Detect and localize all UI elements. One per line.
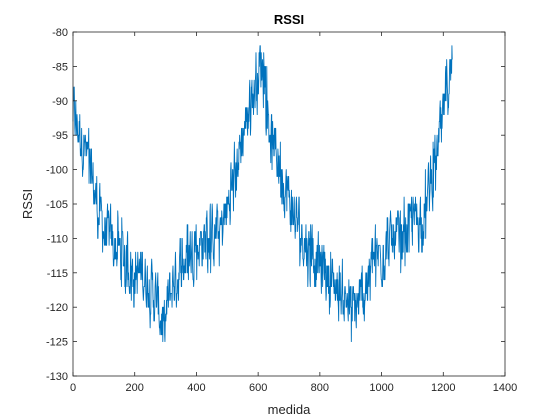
x-tick-label: 1200 bbox=[431, 382, 455, 394]
y-tick-label: -80 bbox=[52, 27, 68, 39]
plot-area bbox=[73, 32, 505, 376]
x-tick-label: 400 bbox=[187, 382, 205, 394]
x-axis-label: medida bbox=[268, 402, 311, 417]
y-tick-label: -125 bbox=[46, 337, 68, 349]
chart-title: RSSI bbox=[274, 12, 304, 27]
series-layer bbox=[72, 45, 453, 343]
y-axis: -130 -125 -120 -115 -110 -105 -100 -95 -90 -85 -80 bbox=[46, 27, 505, 383]
y-tick-label: -115 bbox=[47, 268, 68, 280]
x-tick-label: 1400 bbox=[493, 382, 517, 394]
y-tick-label: -85 bbox=[52, 61, 68, 73]
x-tick-label: 200 bbox=[126, 382, 144, 394]
y-tick-label: -130 bbox=[46, 371, 68, 383]
y-tick-label: -110 bbox=[47, 233, 68, 245]
y-tick-label: -100 bbox=[46, 165, 68, 177]
x-tick-label: 800 bbox=[311, 382, 329, 394]
series-line-rssi bbox=[72, 45, 453, 343]
x-tick-label: 0 bbox=[70, 382, 76, 394]
y-tick-label: -120 bbox=[46, 302, 68, 314]
y-tick-label: -95 bbox=[52, 130, 68, 142]
y-tick-label: -90 bbox=[52, 96, 68, 108]
x-axis: 0 200 400 600 800 1000 1200 1400 bbox=[70, 32, 517, 394]
y-tick-label: -105 bbox=[46, 199, 68, 211]
x-tick-label: 600 bbox=[249, 382, 267, 394]
x-tick-label: 1000 bbox=[369, 382, 393, 394]
y-axis-label: RSSI bbox=[20, 189, 35, 219]
